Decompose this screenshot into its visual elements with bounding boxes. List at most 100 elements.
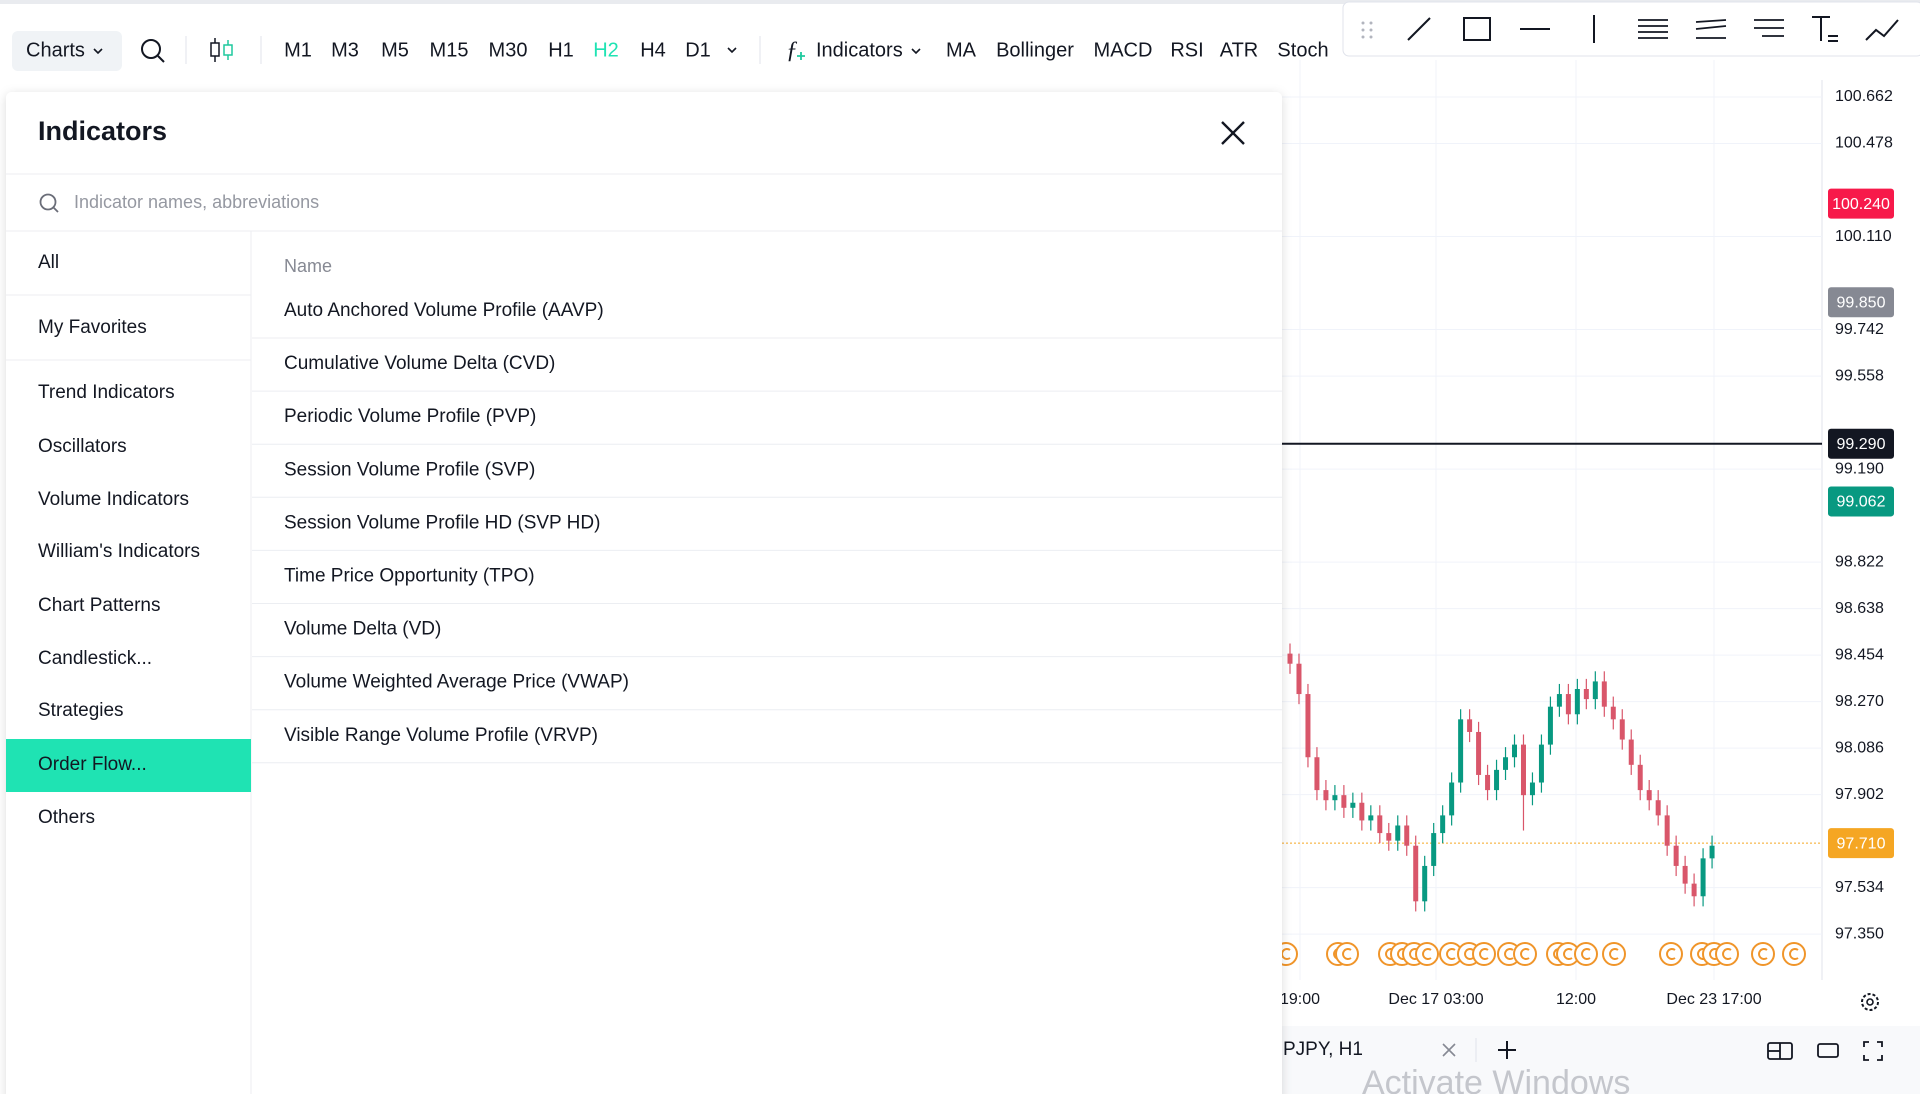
- candle-body: [1314, 757, 1320, 791]
- price-badge-label: 99.290: [1837, 436, 1886, 453]
- candle-body: [1413, 845, 1419, 902]
- plot: [1275, 442, 1822, 966]
- event-marker[interactable]: [1275, 942, 1298, 966]
- category[interactable]: William's Indicators: [38, 541, 200, 562]
- event-marker-ring: [1751, 942, 1775, 966]
- timeframe[interactable]: H2: [593, 39, 619, 61]
- candle-body: [1565, 694, 1571, 715]
- y-tick-label: 99.742: [1835, 321, 1884, 338]
- timeframe[interactable]: M3: [331, 39, 359, 61]
- timeframe[interactable]: M1: [284, 39, 312, 61]
- candle-type-icon[interactable]: [210, 38, 233, 62]
- rectangle-tool[interactable]: [1463, 17, 1491, 41]
- category[interactable]: Oscillators: [38, 436, 127, 457]
- event-marker[interactable]: [1415, 942, 1439, 966]
- indicator-name[interactable]: Auto Anchored Volume Profile (AAVP): [284, 300, 604, 321]
- bottom-bar: PJPY, H1 Activate Windows: [1282, 993, 1920, 1094]
- category[interactable]: Order Flow...: [38, 754, 147, 775]
- indicator-name[interactable]: Time Price Opportunity (TPO): [284, 566, 535, 587]
- category[interactable]: Volume Indicators: [38, 489, 189, 510]
- event-marker-glyph: [1282, 948, 1291, 960]
- timeframe[interactable]: M5: [381, 39, 409, 61]
- candle-body: [1574, 688, 1580, 715]
- candle-body: [1538, 744, 1544, 783]
- event-marker[interactable]: [1513, 942, 1537, 966]
- category[interactable]: Trend Indicators: [38, 382, 175, 403]
- x-tick-label: 12:00: [1556, 991, 1596, 1008]
- charts-label[interactable]: Charts: [26, 39, 85, 61]
- event-marker-ring: [1513, 942, 1537, 966]
- search-input[interactable]: Indicator names, abbreviations: [74, 192, 319, 212]
- category[interactable]: Candlestick...: [38, 648, 152, 669]
- indicator-name[interactable]: Cumulative Volume Delta (CVD): [284, 353, 555, 374]
- event-marker-glyph: [1520, 948, 1530, 960]
- event-marker[interactable]: [1602, 942, 1626, 966]
- timeframe[interactable]: M15: [430, 39, 469, 61]
- candle-body: [1556, 694, 1562, 707]
- indicator-name[interactable]: Volume Weighted Average Price (VWAP): [284, 672, 629, 693]
- event-marker[interactable]: [1574, 942, 1598, 966]
- indicator-name[interactable]: Periodic Volume Profile (PVP): [284, 406, 536, 427]
- search-icon[interactable]: [141, 39, 161, 59]
- x-tick-label: Dec 17 03:00: [1388, 991, 1483, 1008]
- candle-body: [1287, 653, 1293, 664]
- toolbar: Charts ƒ M1 M3 M5 M15 M30 H1 H2 H4 D1 Indicators M…: [12, 31, 1329, 71]
- y-tick-label: 97.350: [1835, 925, 1884, 942]
- timeframe[interactable]: M30: [489, 39, 528, 61]
- indicator-name[interactable]: Volume Delta (VD): [284, 619, 441, 640]
- category[interactable]: All: [38, 252, 59, 273]
- quick-indicator[interactable]: Bollinger: [996, 39, 1074, 61]
- category[interactable]: Chart Patterns: [38, 595, 161, 616]
- search-icon: [39, 193, 57, 211]
- timeframe-more[interactable]: [727, 47, 737, 54]
- candle-body: [1700, 858, 1706, 897]
- event-marker[interactable]: [1782, 942, 1806, 966]
- event-marker[interactable]: [1335, 942, 1359, 966]
- channel-tool[interactable]: [1638, 19, 1668, 39]
- indicator-name[interactable]: Session Volume Profile HD (SVP HD): [284, 512, 600, 533]
- close-button[interactable]: [1221, 121, 1245, 145]
- candle-body: [1610, 706, 1616, 720]
- event-marker[interactable]: [1659, 942, 1683, 966]
- y-tick-label: 98.638: [1835, 600, 1884, 617]
- candle-body: [1458, 719, 1464, 783]
- event-marker[interactable]: [1556, 942, 1580, 966]
- quick-indicator[interactable]: Stoch: [1277, 39, 1328, 61]
- quick-indicator[interactable]: RSI: [1170, 39, 1203, 61]
- candle-body: [1592, 681, 1598, 700]
- candle-body: [1529, 782, 1535, 796]
- parallel-tool[interactable]: [1695, 19, 1727, 39]
- text-tool[interactable]: [1812, 16, 1838, 42]
- charts-button[interactable]: [12, 31, 122, 71]
- quick-indicator[interactable]: ATR: [1220, 39, 1259, 61]
- quick-indicator[interactable]: MA: [946, 39, 977, 61]
- quick-indicator[interactable]: MACD: [1094, 39, 1153, 61]
- price-badge: [1828, 486, 1894, 517]
- event-marker[interactable]: [1751, 942, 1775, 966]
- category[interactable]: Strategies: [38, 700, 124, 721]
- close-tab[interactable]: [1442, 1043, 1456, 1057]
- indicator-name[interactable]: Visible Range Volume Profile (VRVP): [284, 725, 598, 746]
- category[interactable]: My Favorites: [38, 317, 147, 338]
- symbol-tab[interactable]: PJPY, H1: [1283, 1039, 1363, 1060]
- watermark: Activate Windows: [1362, 1064, 1630, 1094]
- trend-line-tool[interactable]: [1407, 17, 1431, 41]
- add-tab[interactable]: [1498, 1041, 1516, 1059]
- path-tool[interactable]: [1865, 19, 1899, 41]
- category[interactable]: Others: [38, 807, 95, 828]
- event-marker-glyph: [1789, 948, 1799, 960]
- indicators-button[interactable]: Indicators: [816, 39, 903, 61]
- timeframe[interactable]: H1: [548, 39, 574, 61]
- timeframe[interactable]: D1: [685, 39, 711, 61]
- fib-tool[interactable]: [1754, 19, 1784, 37]
- event-marker[interactable]: [1472, 942, 1496, 966]
- event-marker[interactable]: [1715, 942, 1739, 966]
- layout-icons[interactable]: [1767, 1041, 1883, 1061]
- timeframe[interactable]: H4: [640, 39, 666, 61]
- indicator-name[interactable]: Session Volume Profile (SVP): [284, 459, 535, 480]
- event-marker-ring: [1659, 942, 1683, 966]
- candle-body: [1520, 744, 1526, 796]
- event-marker-glyph: [1666, 948, 1676, 960]
- settings-icon[interactable]: [1861, 993, 1879, 1011]
